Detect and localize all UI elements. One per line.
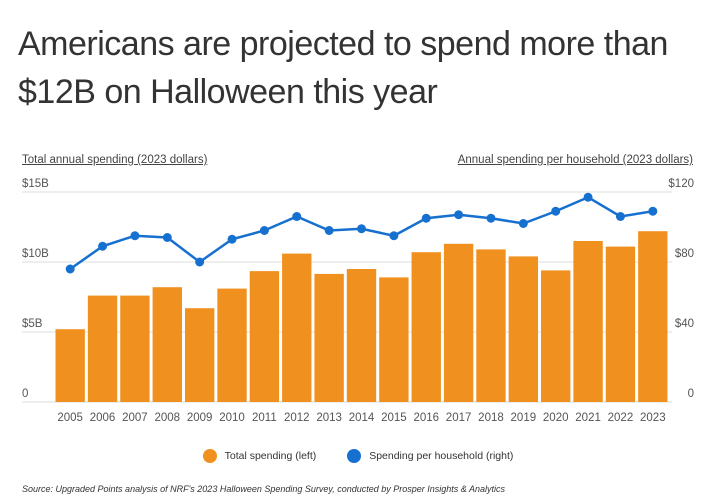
legend-swatch-line: [347, 449, 362, 463]
x-tick-label: 2006: [90, 412, 116, 424]
bar: [443, 243, 474, 402]
legend-item-bars: Total spending (left): [202, 449, 317, 463]
left-axis-title: Total annual spending (2023 dollars): [22, 154, 208, 166]
bar: [541, 270, 571, 402]
line-point: [195, 257, 205, 267]
line-point: [98, 241, 108, 251]
left-tick-label: $10B: [22, 248, 49, 260]
right-tick-label: $120: [668, 178, 694, 190]
bar: [346, 269, 377, 402]
x-tick-label: 2020: [543, 412, 569, 424]
line-point: [324, 226, 334, 235]
right-axis-title: Annual spending per household (2023 doll…: [457, 154, 693, 166]
bar: [120, 295, 150, 402]
line-point: [454, 210, 464, 220]
line-point: [551, 206, 561, 216]
line-point: [486, 213, 496, 223]
x-tick-label: 2016: [413, 412, 439, 424]
x-tick-label: 2019: [511, 412, 537, 424]
bar: [476, 249, 506, 402]
line-point: [518, 219, 528, 228]
line-point: [259, 226, 269, 235]
line-point: [389, 231, 399, 241]
line-point: [65, 264, 75, 274]
line-point: [357, 224, 366, 234]
x-tick-label: 2007: [122, 412, 148, 424]
x-tick-label: 2022: [608, 412, 634, 424]
x-tick-label: 2010: [219, 412, 245, 424]
left-tick-label: $15B: [22, 178, 49, 190]
bar: [217, 288, 247, 402]
bar: [249, 271, 280, 402]
line-point: [421, 213, 431, 223]
chart-area: 0 $5B $10B $15B 0 $40 $80 $120 2005 2006 2007 2008 2…: [22, 178, 694, 424]
bar: [184, 308, 215, 402]
legend-item-line: Spending per household (right): [347, 449, 513, 463]
line-point: [292, 212, 302, 221]
bar: [87, 295, 118, 402]
legend-label-line: Spending per household (right): [369, 450, 514, 462]
bar: [605, 246, 636, 402]
x-tick-label: 2015: [381, 412, 407, 424]
bar: [508, 256, 539, 402]
line-point: [162, 233, 172, 242]
bar: [152, 287, 182, 402]
right-tick-label: $80: [675, 248, 694, 260]
x-tick-label: 2011: [252, 412, 277, 424]
bar: [379, 277, 409, 402]
line-point: [227, 234, 237, 244]
bar: [573, 241, 603, 402]
bar: [314, 273, 344, 402]
line-point: [648, 206, 658, 216]
left-tick-label: $5B: [22, 318, 43, 330]
x-tick-label: 2012: [284, 412, 310, 424]
x-tick-label: 2017: [446, 412, 472, 424]
line-point: [615, 212, 625, 221]
source-note: Source: Upgraded Points analysis of NRF'…: [22, 484, 505, 494]
x-tick-label: 2023: [640, 412, 666, 424]
x-tick-label: 2014: [349, 412, 375, 424]
line-point: [130, 231, 140, 241]
bar: [411, 252, 441, 402]
legend-swatch-bars: [202, 449, 217, 463]
legend-label-bars: Total spending (left): [224, 450, 317, 462]
bar: [282, 253, 312, 402]
right-tick-label: 0: [688, 388, 694, 400]
chart-title: Americans are projected to spend more th…: [18, 25, 668, 111]
x-tick-label: 2005: [57, 412, 83, 424]
x-tick-label: 2018: [478, 412, 504, 424]
x-tick-label: 2021: [575, 412, 601, 424]
legend: Total spending (left) Spending per house…: [0, 449, 716, 466]
x-tick-label: 2009: [187, 412, 213, 424]
left-tick-label: 0: [22, 388, 28, 400]
x-tick-label: 2013: [316, 412, 342, 424]
x-tick-label: 2008: [154, 412, 180, 424]
right-tick-label: $40: [675, 318, 694, 330]
bar: [638, 231, 668, 402]
line-point: [583, 192, 593, 202]
bar: [55, 329, 85, 402]
